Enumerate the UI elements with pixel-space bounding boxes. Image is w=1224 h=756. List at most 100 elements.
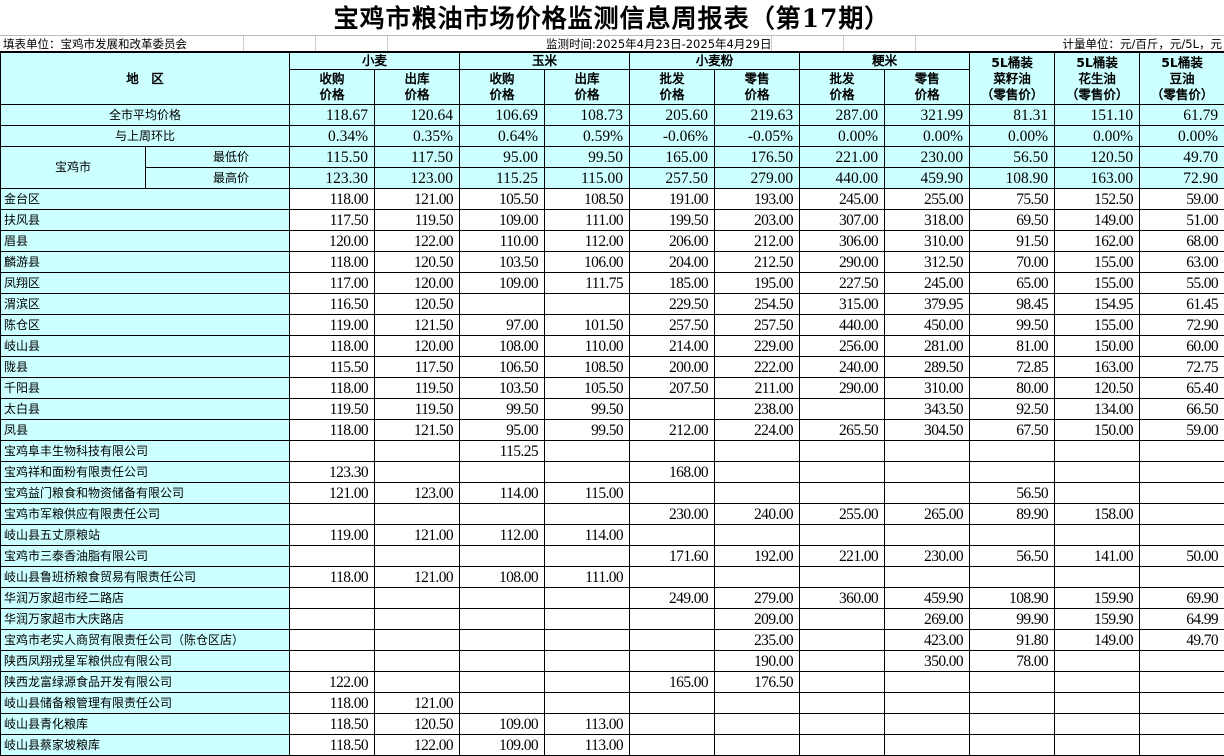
- price-cell: [800, 567, 885, 588]
- price-cell: [460, 609, 545, 630]
- price-cell: 150.00: [1055, 336, 1140, 357]
- row-label: 陈仓区: [1, 315, 290, 336]
- price-table: 地 区 小麦 玉米 小麦粉 粳米 5L桶装 菜籽油 （零售价） 5L桶装 花生油…: [0, 52, 1224, 756]
- price-cell: [970, 693, 1055, 714]
- price-cell: 119.50: [375, 210, 460, 231]
- sub-header: 零售 价格: [715, 70, 800, 105]
- price-cell: 0.00%: [970, 126, 1055, 147]
- price-cell: 66.50: [1140, 399, 1224, 420]
- price-cell: 114.00: [545, 525, 630, 546]
- price-cell: [375, 504, 460, 525]
- price-cell: 123.30: [290, 168, 375, 189]
- price-cell: [375, 441, 460, 462]
- filler-unit: 填表单位：宝鸡市发展和改革委员会: [3, 36, 187, 52]
- price-cell: [885, 483, 970, 504]
- price-cell: 49.70: [1140, 630, 1224, 651]
- price-cell: [375, 546, 460, 567]
- price-cell: 109.00: [460, 714, 545, 735]
- price-cell: [460, 504, 545, 525]
- price-cell: [545, 672, 630, 693]
- price-cell: [1140, 651, 1224, 672]
- price-cell: 120.50: [375, 714, 460, 735]
- price-cell: 459.90: [885, 168, 970, 189]
- price-cell: [1140, 504, 1224, 525]
- price-cell: 163.00: [1055, 357, 1140, 378]
- sub-header: 出库 价格: [375, 70, 460, 105]
- price-cell: 118.00: [290, 420, 375, 441]
- price-cell: [545, 462, 630, 483]
- sub-header: 零售 价格: [885, 70, 970, 105]
- price-cell: 290.00: [800, 252, 885, 273]
- price-cell: 108.50: [545, 357, 630, 378]
- price-cell: [1055, 735, 1140, 756]
- price-cell: 89.90: [970, 504, 1055, 525]
- price-cell: 151.10: [1055, 105, 1140, 126]
- price-cell: 176.50: [715, 672, 800, 693]
- price-cell: 60.00: [1140, 336, 1224, 357]
- price-cell: 59.00: [1140, 420, 1224, 441]
- price-cell: 304.50: [885, 420, 970, 441]
- price-cell: 350.00: [885, 651, 970, 672]
- price-cell: [1140, 441, 1224, 462]
- price-cell: 162.00: [1055, 231, 1140, 252]
- price-cell: 115.50: [290, 147, 375, 168]
- row-label: 陕西龙富绿源食品开发有限公司: [1, 672, 290, 693]
- price-cell: [1140, 462, 1224, 483]
- price-cell: 154.95: [1055, 294, 1140, 315]
- price-cell: [630, 525, 715, 546]
- price-cell: 103.50: [460, 252, 545, 273]
- price-cell: [970, 567, 1055, 588]
- price-cell: 230.00: [885, 147, 970, 168]
- price-cell: 191.00: [630, 189, 715, 210]
- price-cell: [1055, 672, 1140, 693]
- price-cell: 193.00: [715, 189, 800, 210]
- price-cell: [970, 672, 1055, 693]
- price-cell: [460, 630, 545, 651]
- price-cell: [885, 735, 970, 756]
- price-cell: 72.85: [970, 357, 1055, 378]
- price-cell: 111.00: [545, 567, 630, 588]
- price-cell: [545, 504, 630, 525]
- price-cell: 149.00: [1055, 210, 1140, 231]
- price-cell: 281.00: [885, 336, 970, 357]
- price-cell: [545, 441, 630, 462]
- row-label: 岐山县青化粮库: [1, 714, 290, 735]
- price-cell: 81.31: [970, 105, 1055, 126]
- price-cell: 50.00: [1140, 546, 1224, 567]
- price-cell: [800, 714, 885, 735]
- price-cell: 315.00: [800, 294, 885, 315]
- price-cell: [885, 672, 970, 693]
- price-cell: 312.50: [885, 252, 970, 273]
- price-cell: 98.45: [970, 294, 1055, 315]
- price-cell: 159.90: [1055, 609, 1140, 630]
- avg-label: 全市平均价格: [1, 105, 290, 126]
- price-cell: 97.00: [460, 315, 545, 336]
- price-cell: 209.00: [715, 609, 800, 630]
- price-cell: [800, 462, 885, 483]
- price-cell: 214.00: [630, 336, 715, 357]
- price-cell: 257.50: [630, 315, 715, 336]
- price-cell: [1055, 693, 1140, 714]
- price-cell: 69.50: [970, 210, 1055, 231]
- price-cell: [1140, 483, 1224, 504]
- price-cell: 227.50: [800, 273, 885, 294]
- price-cell: [1055, 567, 1140, 588]
- price-cell: 360.00: [800, 588, 885, 609]
- price-cell: 65.40: [1140, 378, 1224, 399]
- group-header-corn: 玉米: [460, 53, 630, 70]
- group-header-flour: 小麦粉: [630, 53, 800, 70]
- price-cell: 59.00: [1140, 189, 1224, 210]
- price-cell: [800, 735, 885, 756]
- price-cell: 123.30: [290, 462, 375, 483]
- price-cell: 99.50: [970, 315, 1055, 336]
- price-cell: 120.00: [375, 273, 460, 294]
- price-cell: [800, 609, 885, 630]
